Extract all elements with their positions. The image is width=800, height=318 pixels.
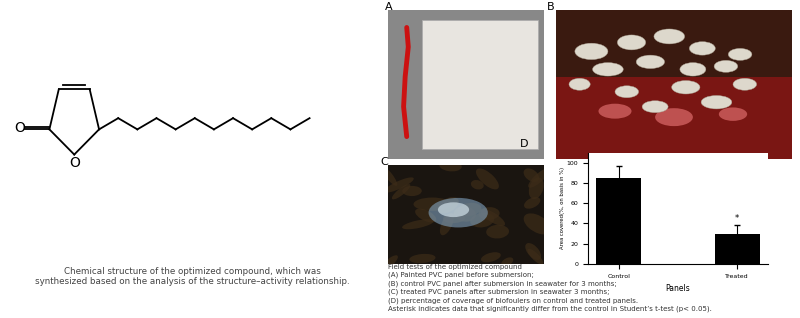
Ellipse shape [410,254,435,263]
Text: Chemical structure of the optimized compound, which was
synthesized based on the: Chemical structure of the optimized comp… [34,267,350,287]
Ellipse shape [593,63,623,76]
Ellipse shape [392,184,410,199]
Ellipse shape [443,213,466,223]
Ellipse shape [569,78,590,90]
Text: A: A [385,2,393,12]
Ellipse shape [672,80,700,94]
Text: O: O [14,121,25,135]
Ellipse shape [719,107,747,121]
Ellipse shape [440,213,454,235]
Ellipse shape [470,213,494,227]
Ellipse shape [481,252,501,262]
Ellipse shape [733,78,757,90]
Ellipse shape [471,180,484,190]
Bar [422,20,538,149]
Ellipse shape [415,209,436,222]
Ellipse shape [414,197,451,211]
Ellipse shape [381,255,398,271]
Ellipse shape [615,86,638,98]
Ellipse shape [502,257,514,266]
Text: Field tests of the optimized compound
(A) Painted PVC panel before submersion;
(: Field tests of the optimized compound (A… [388,264,712,313]
Ellipse shape [478,207,500,220]
Ellipse shape [618,35,646,50]
Ellipse shape [486,225,509,238]
Ellipse shape [439,160,462,171]
Ellipse shape [476,169,499,190]
Ellipse shape [654,29,685,44]
Ellipse shape [402,219,434,229]
Ellipse shape [526,243,541,260]
Ellipse shape [524,197,540,209]
Text: D: D [520,139,528,149]
Text: O: O [69,156,80,170]
Ellipse shape [701,95,732,109]
Ellipse shape [728,48,752,60]
Ellipse shape [598,104,631,119]
Y-axis label: Area covered(%, on basis in %): Area covered(%, on basis in %) [560,167,566,249]
Ellipse shape [714,60,738,72]
Ellipse shape [380,165,398,186]
Ellipse shape [384,177,414,193]
Ellipse shape [529,177,544,199]
Ellipse shape [527,249,543,265]
Ellipse shape [438,197,458,213]
Ellipse shape [636,55,665,69]
Ellipse shape [680,63,706,76]
Ellipse shape [524,213,551,234]
Bar [714,234,760,264]
Ellipse shape [402,186,422,196]
Text: *: * [735,214,739,224]
Ellipse shape [481,209,505,226]
Ellipse shape [429,198,488,227]
Bar [596,178,642,264]
Ellipse shape [655,108,693,126]
Ellipse shape [690,42,715,55]
X-axis label: Panels: Panels [666,284,690,293]
Ellipse shape [454,206,476,222]
Ellipse shape [524,169,539,182]
Ellipse shape [575,43,608,59]
Ellipse shape [438,202,469,217]
Text: B: B [546,2,554,12]
Ellipse shape [458,203,482,216]
Ellipse shape [528,168,550,188]
Ellipse shape [642,101,668,113]
Text: C: C [380,157,388,168]
Bar [556,77,792,159]
